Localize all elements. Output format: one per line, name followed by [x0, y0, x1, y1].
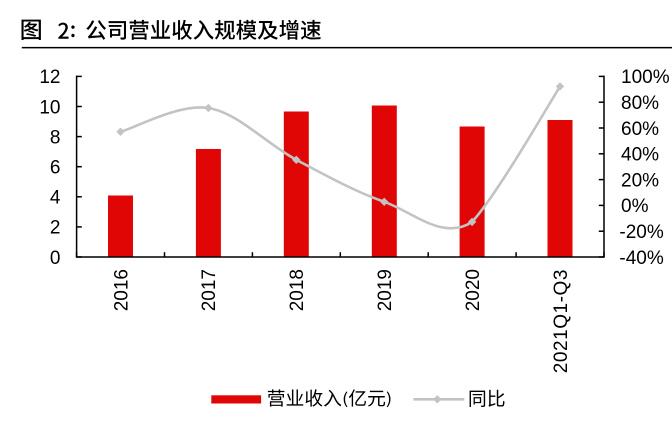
- svg-text:60%: 60%: [621, 119, 659, 140]
- svg-text:40%: 40%: [621, 145, 659, 166]
- svg-text:4: 4: [50, 188, 61, 209]
- svg-text:2020: 2020: [463, 269, 484, 311]
- svg-text:2017: 2017: [199, 269, 220, 311]
- svg-text:8: 8: [50, 127, 61, 148]
- svg-text:0%: 0%: [621, 196, 649, 217]
- svg-text:80%: 80%: [621, 93, 659, 114]
- svg-text:-40%: -40%: [619, 248, 663, 269]
- svg-text:2018: 2018: [287, 269, 308, 311]
- svg-text:0: 0: [50, 248, 61, 269]
- svg-text:100%: 100%: [621, 67, 670, 88]
- svg-text:6: 6: [50, 158, 61, 179]
- svg-text:2021Q1-Q3: 2021Q1-Q3: [551, 269, 572, 373]
- svg-text:2: 2: [50, 218, 61, 239]
- svg-text:12: 12: [39, 67, 60, 88]
- svg-text:2019: 2019: [375, 269, 396, 311]
- svg-text:-20%: -20%: [619, 222, 663, 243]
- svg-text:2016: 2016: [111, 269, 132, 311]
- svg-text:10: 10: [39, 97, 60, 118]
- svg-text:20%: 20%: [621, 170, 659, 191]
